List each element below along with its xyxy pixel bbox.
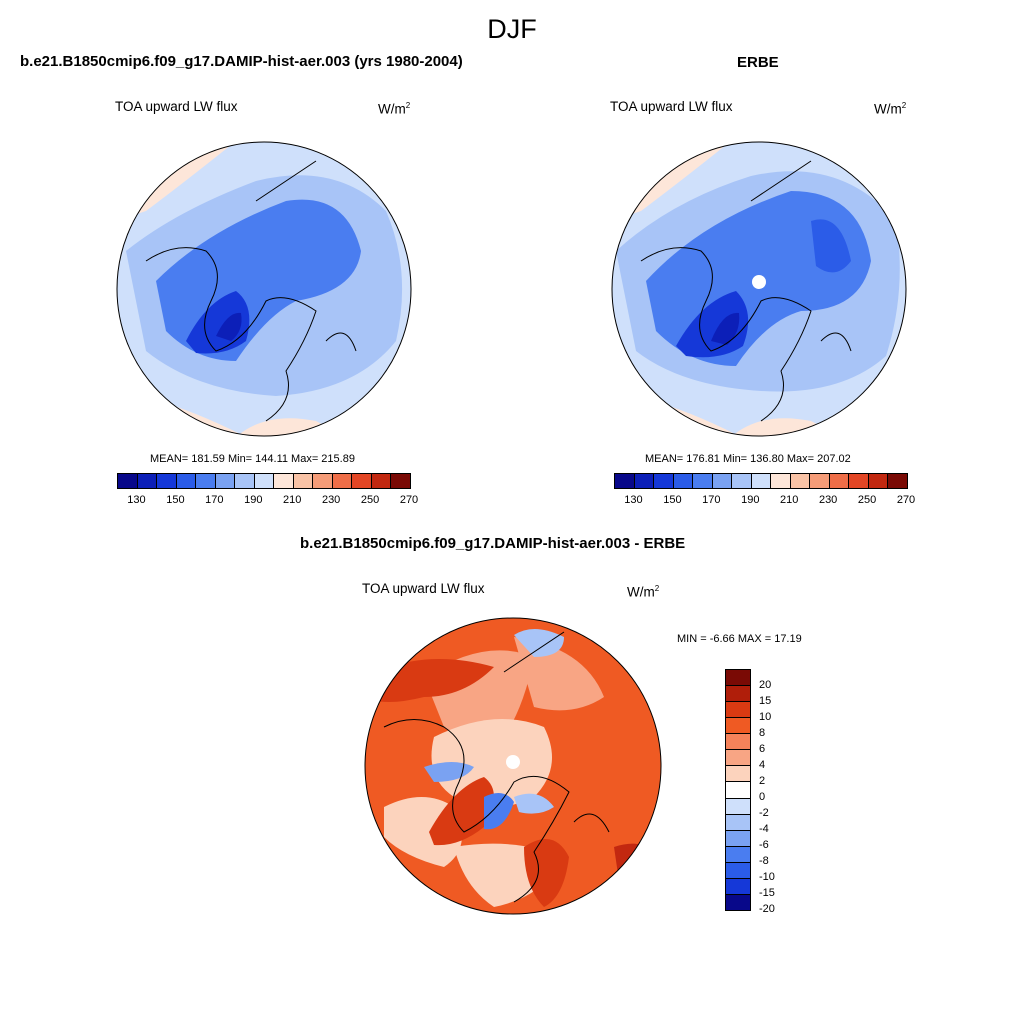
colorbar-tick-label: 150: [663, 494, 682, 506]
colorbar-swatch: [726, 734, 750, 751]
colorbar-swatch: [371, 474, 392, 488]
colorbar-tick-label: 150: [166, 494, 185, 506]
colorbar-tick-label: 6: [759, 742, 766, 755]
obs-colorbar-ticks: 130 150 170 190 210 230 250 270: [614, 494, 915, 508]
colorbar-tick-label: 4: [759, 759, 766, 771]
colorbar-swatch: [726, 750, 750, 767]
colorbar-tick-label: -2: [759, 807, 769, 819]
diff-units: W/m2: [627, 584, 660, 600]
colorbar-swatch: [726, 702, 750, 719]
colorbar-swatch: [254, 474, 275, 488]
colorbar-tick-label: 10: [759, 711, 772, 723]
colorbar-tick-label: 130: [624, 494, 643, 506]
colorbar-swatch: [726, 814, 750, 831]
colorbar-tick-label: -6: [759, 839, 769, 851]
season-title: DJF: [487, 14, 537, 44]
colorbar-tick-label: 15: [759, 695, 772, 707]
colorbar-swatch: [352, 474, 372, 488]
colorbar-swatch: [726, 894, 750, 910]
colorbar-swatch: [332, 474, 353, 488]
model-stats: MEAN= 181.59 Min= 144.11 Max= 215.89: [150, 453, 355, 465]
colorbar-swatch: [157, 474, 177, 488]
colorbar-swatch: [726, 862, 750, 879]
colorbar-swatch: [771, 474, 791, 488]
colorbar-tick-label: 250: [360, 494, 380, 506]
colorbar-tick-label: 190: [741, 494, 760, 506]
colorbar-tick-label: 20: [759, 679, 772, 691]
colorbar-swatch: [849, 474, 869, 488]
colorbar-swatch: [726, 798, 750, 815]
colorbar-tick-label: 2: [759, 775, 766, 787]
diff-colorbar-ticks: 20 15 10 8 6 4 2 0 -2 -4 -6 -8 -10 -15 -20: [759, 669, 799, 915]
colorbar-tick-label: 230: [818, 494, 838, 506]
colorbar-swatch: [215, 474, 236, 488]
diff-colorbar: [725, 669, 751, 911]
colorbar-swatch: [726, 686, 750, 703]
diff-panel-title: b.e21.B1850cmip6.f09_g17.DAMIP-hist-aer.…: [300, 535, 686, 552]
colorbar-swatch: [726, 878, 750, 895]
colorbar-tick-label: 270: [896, 494, 916, 506]
colorbar-swatch: [726, 830, 750, 847]
colorbar-tick-label: 170: [205, 494, 224, 506]
colorbar-swatch: [888, 474, 907, 488]
diff-polar-map: [364, 617, 662, 915]
colorbar-swatch: [137, 474, 158, 488]
obs-units: W/m2: [874, 101, 907, 117]
colorbar-tick-label: -15: [759, 887, 775, 899]
colorbar-swatch: [274, 474, 294, 488]
colorbar-tick-label: 0: [759, 791, 766, 803]
model-colorbar-ticks: 130 150 170 190 210 230 250 270: [117, 494, 418, 508]
colorbar-swatch: [293, 474, 314, 488]
colorbar-swatch: [751, 474, 772, 488]
colorbar-swatch: [732, 474, 752, 488]
colorbar-tick-label: 250: [857, 494, 877, 506]
colorbar-tick-label: -10: [759, 871, 775, 883]
obs-polar-map: [611, 141, 907, 437]
colorbar-swatch: [654, 474, 674, 488]
colorbar-swatch: [712, 474, 733, 488]
colorbar-tick-label: 130: [127, 494, 146, 506]
colorbar-swatch: [790, 474, 811, 488]
colorbar-tick-label: -4: [759, 822, 769, 835]
colorbar-swatch: [726, 670, 750, 687]
colorbar-swatch: [726, 766, 750, 783]
colorbar-swatch: [726, 718, 750, 735]
colorbar-swatch: [868, 474, 889, 488]
model-polar-map: [116, 141, 412, 437]
obs-stats: MEAN= 176.81 Min= 136.80 Max= 207.02: [645, 453, 851, 465]
colorbar-swatch: [829, 474, 850, 488]
colorbar-tick-label: 210: [780, 494, 799, 506]
diff-variable-label: TOA upward LW flux: [362, 581, 485, 596]
obs-variable-label: TOA upward LW flux: [610, 99, 733, 114]
colorbar-swatch: [176, 474, 197, 488]
colorbar-swatch: [118, 474, 138, 488]
colorbar-swatch: [196, 474, 216, 488]
colorbar-swatch: [235, 474, 255, 488]
model-units: W/m2: [378, 101, 411, 117]
colorbar-tick-label: -20: [759, 903, 775, 915]
model-variable-label: TOA upward LW flux: [115, 99, 238, 114]
colorbar-tick-label: 270: [399, 494, 419, 506]
colorbar-swatch: [726, 846, 750, 863]
colorbar-swatch: [693, 474, 713, 488]
colorbar-swatch: [615, 474, 635, 488]
colorbar-swatch: [391, 474, 410, 488]
colorbar-tick-label: 8: [759, 727, 766, 739]
model-panel-title: b.e21.B1850cmip6.f09_g17.DAMIP-hist-aer.…: [20, 53, 463, 70]
colorbar-swatch: [673, 474, 694, 488]
colorbar-tick-label: 190: [244, 494, 263, 506]
colorbar-tick-label: 230: [321, 494, 341, 506]
colorbar-tick-label: -8: [759, 855, 769, 867]
obs-panel-title: ERBE: [737, 54, 779, 71]
colorbar-tick-label: 170: [702, 494, 721, 506]
colorbar-tick-label: 210: [283, 494, 302, 506]
colorbar-swatch: [726, 782, 750, 799]
diff-stats: MIN = -6.66 MAX = 17.19: [677, 633, 802, 645]
colorbar-swatch: [313, 474, 333, 488]
colorbar-swatch: [634, 474, 655, 488]
colorbar-swatch: [810, 474, 830, 488]
obs-colorbar: [614, 473, 908, 489]
model-colorbar: [117, 473, 411, 489]
